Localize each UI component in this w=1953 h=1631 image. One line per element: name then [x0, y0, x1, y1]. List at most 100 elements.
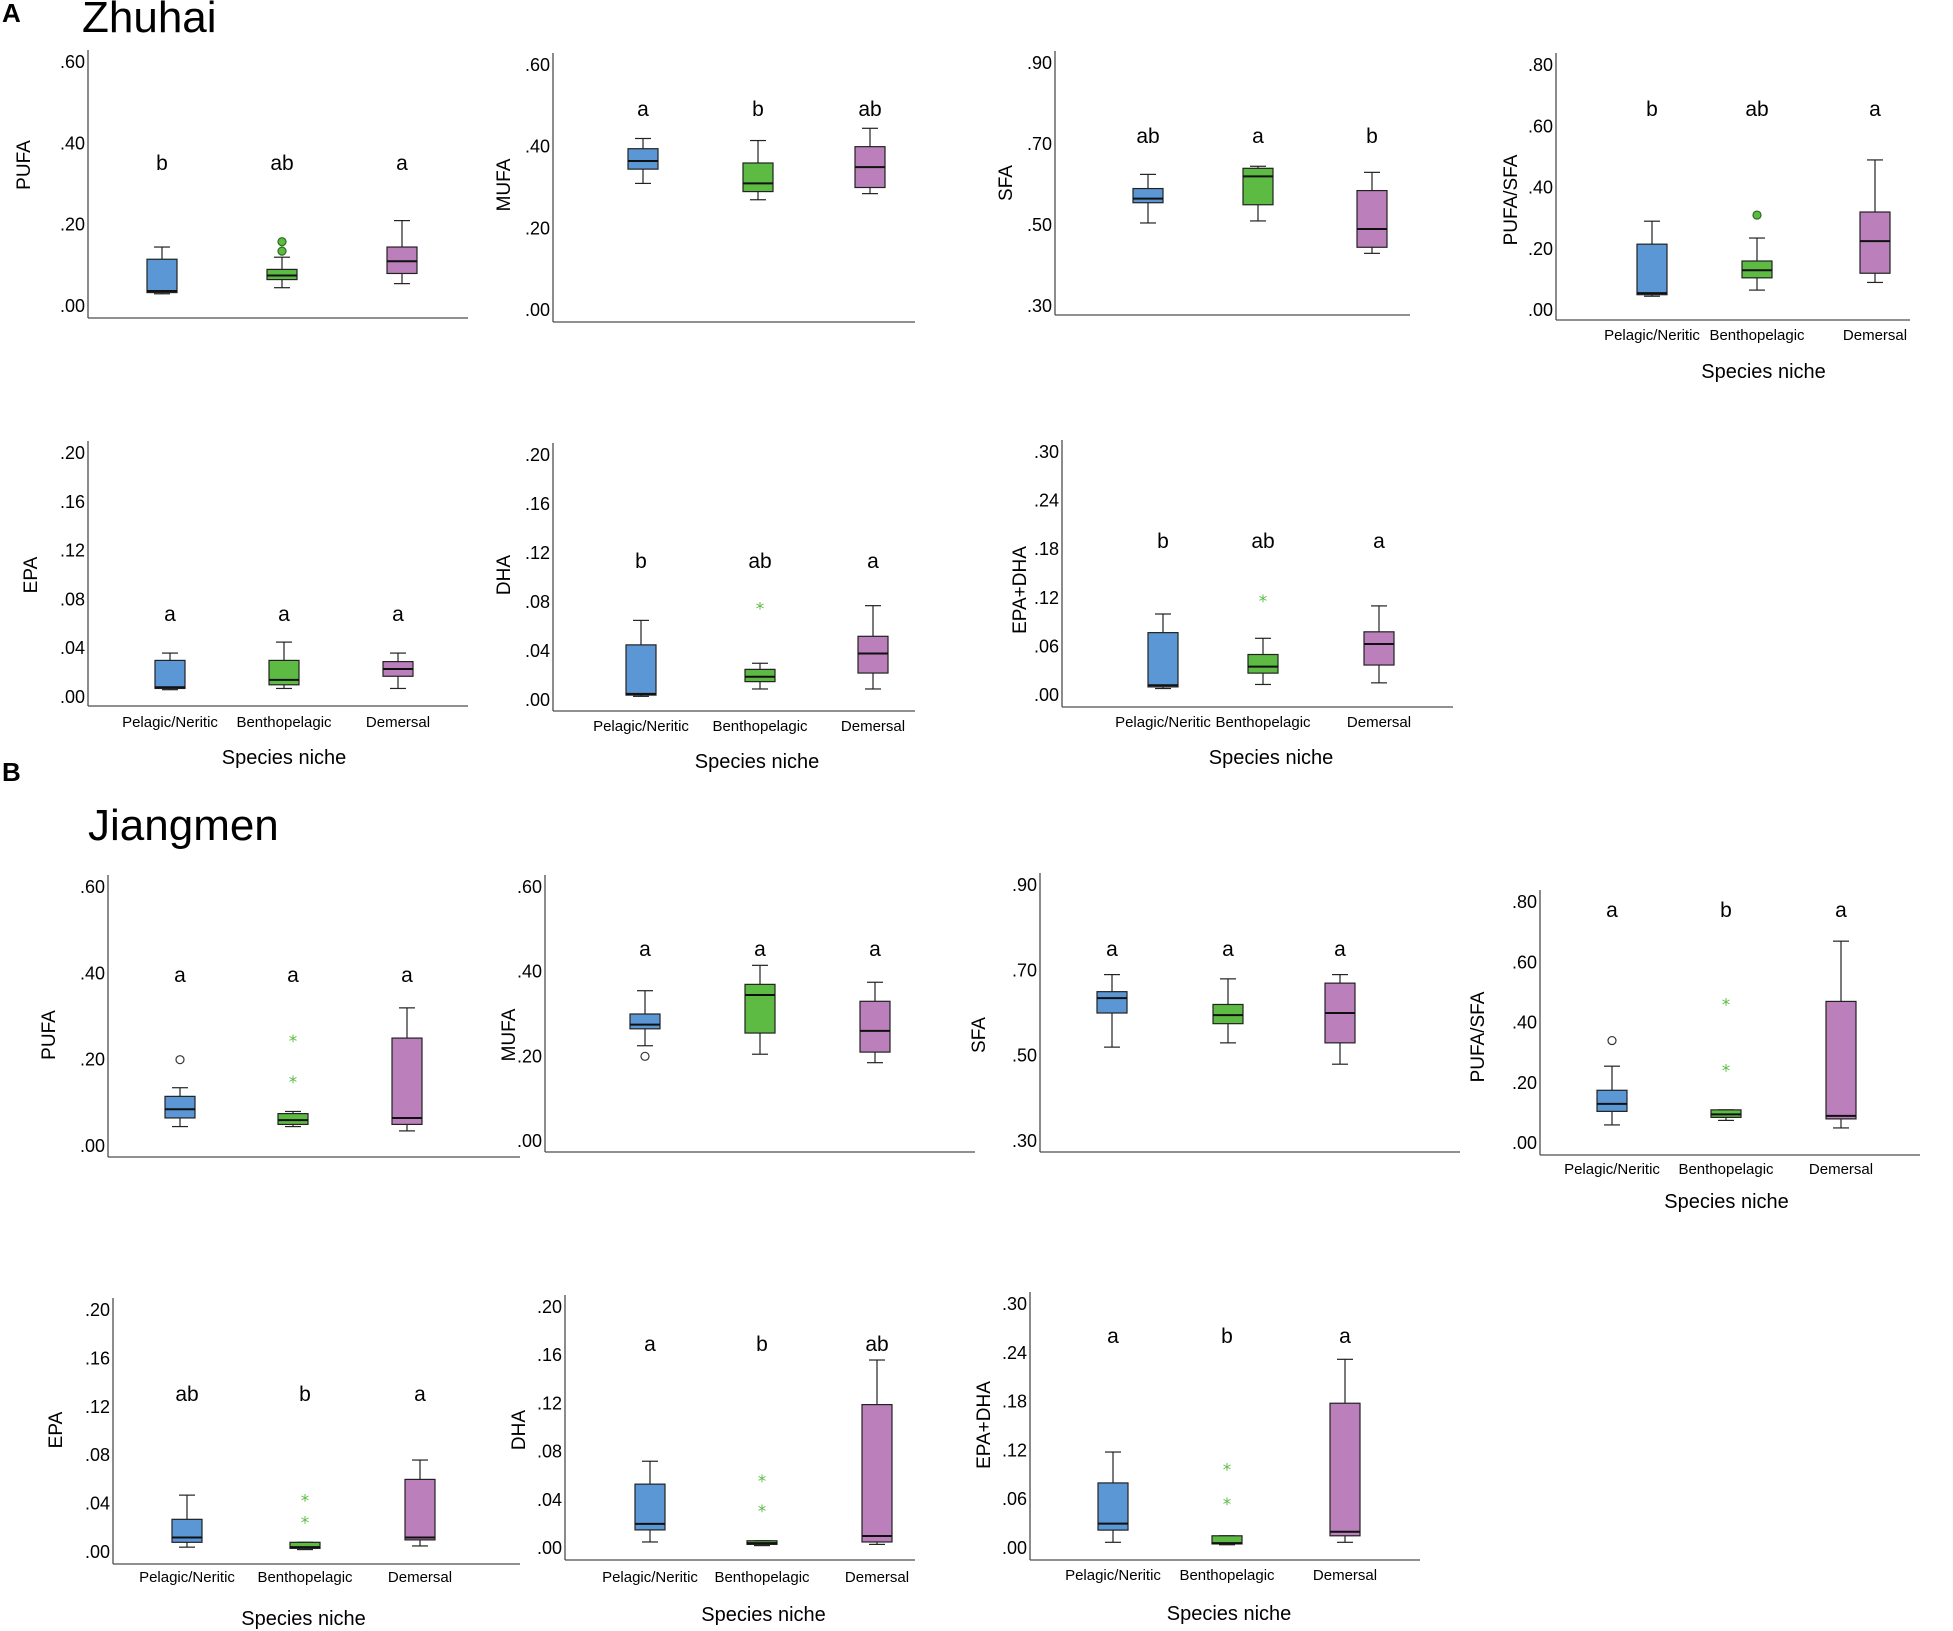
box-iqr — [744, 983, 776, 1034]
y-tick-label: .30 — [1002, 1294, 1027, 1314]
box-benthopelagic: * * b — [1211, 1325, 1243, 1546]
outlier-circle — [640, 1051, 650, 1061]
y-tick-label: .06 — [1002, 1489, 1027, 1509]
outlier-star: * — [289, 1032, 298, 1052]
significance-letter: a — [1334, 938, 1346, 961]
significance-letter: ab — [1251, 530, 1274, 553]
significance-letter: a — [1869, 98, 1881, 121]
site-title-zhuhai: Zhuhai — [82, 0, 217, 42]
y-tick-label: .08 — [525, 592, 550, 612]
y-tick-label: .40 — [80, 963, 105, 983]
significance-letter: b — [1720, 899, 1732, 922]
y-tick-label: .20 — [1512, 1073, 1537, 1093]
box-pelagic-neritic: a — [164, 964, 196, 1128]
significance-letter: b — [299, 1383, 311, 1406]
x-category-label: Pelagic/Neritic — [1564, 1161, 1660, 1178]
significance-letter: b — [1221, 1325, 1233, 1348]
box-iqr — [277, 1113, 309, 1126]
significance-letter: ab — [748, 550, 771, 573]
y-axis-label: EPA+DHA — [1010, 546, 1031, 634]
box-demersal: a — [1859, 98, 1891, 284]
y-tick-label: .12 — [85, 1397, 110, 1417]
y-tick-label: .90 — [1027, 53, 1052, 73]
box-benthopelagic: * * b — [746, 1333, 778, 1547]
outlier-star: * — [1223, 1461, 1232, 1481]
outlier-star: * — [1223, 1495, 1232, 1515]
box-iqr — [391, 1037, 423, 1126]
box-benthopelagic: ab — [1741, 98, 1773, 291]
significance-letter: b — [1646, 98, 1658, 121]
x-category-label: Pelagic/Neritic — [122, 714, 218, 731]
box-pelagic-neritic: ab — [171, 1383, 203, 1548]
significance-letter: b — [752, 98, 764, 121]
box-demersal: a — [391, 964, 423, 1132]
box-demersal: a — [386, 152, 418, 285]
significance-letter: a — [1606, 899, 1618, 922]
box-iqr — [154, 659, 186, 690]
significance-letter: a — [1835, 899, 1847, 922]
significance-letter: b — [1157, 530, 1169, 553]
site-title-jiangmen: Jiangmen — [88, 801, 279, 850]
significance-letter: a — [414, 1383, 426, 1406]
significance-letter: ab — [865, 1333, 888, 1356]
x-axis-label: Species niche — [1664, 1191, 1789, 1213]
box-iqr — [386, 246, 418, 275]
significance-letter: a — [392, 603, 404, 626]
box-iqr — [164, 1095, 196, 1119]
y-tick-label: .00 — [60, 296, 85, 316]
y-tick-label: .50 — [1027, 215, 1052, 235]
y-tick-label: .00 — [80, 1136, 105, 1156]
box-benthopelagic: ab — [266, 152, 298, 289]
box-iqr — [1132, 187, 1164, 204]
x-category-label: Benthopelagic — [714, 1569, 810, 1586]
box-iqr — [1356, 189, 1388, 248]
outlier-star: * — [289, 1073, 298, 1093]
box-pelagic-neritic: ab — [1132, 125, 1164, 224]
box-iqr — [861, 1404, 893, 1543]
y-tick-label: .20 — [517, 1046, 542, 1066]
chart-14-epa-dha: .00 .06 .12 .18 .24 .30 EPA+DHA a Pelagic/Neriti… — [974, 1292, 1420, 1625]
y-axis-label: SFA — [969, 1017, 990, 1053]
box-pelagic-neritic: a — [1596, 899, 1628, 1126]
y-tick-label: .40 — [60, 133, 85, 153]
box-pelagic-neritic: b — [1636, 98, 1668, 297]
y-axis-label: MUFA — [494, 158, 515, 211]
box-iqr — [627, 148, 659, 170]
significance-letter: b — [1366, 125, 1378, 148]
significance-letter: ab — [1136, 125, 1159, 148]
significance-letter: a — [869, 938, 881, 961]
significance-letter: a — [1107, 1325, 1119, 1348]
box-iqr — [266, 268, 298, 281]
x-axis-label: Species niche — [1209, 747, 1334, 769]
y-tick-label: .00 — [537, 1538, 562, 1558]
y-tick-label: .16 — [525, 494, 550, 514]
chart-11-pufa-sfa: .00 .20 .40 .60 .80 PUFA/SFA a Pelagic/Neritic *… — [1468, 890, 1920, 1213]
chart-5-epa: .00 .04 .08 .12 .16 .20 EPA a Pelagic/Neritic a Be… — [21, 441, 468, 769]
box-benthopelagic: a — [1212, 938, 1244, 1044]
significance-letter: a — [639, 938, 651, 961]
box-iqr — [1596, 1089, 1628, 1112]
outlier-circle — [277, 246, 287, 256]
y-tick-label: .12 — [525, 543, 550, 563]
box-benthopelagic: * ab — [744, 550, 776, 690]
chart-7-epa-dha: .00 .06 .12 .18 .24 .30 EPA+DHA b Pelagic/Neriti… — [1010, 440, 1453, 769]
significance-letter: a — [278, 603, 290, 626]
x-category-label: Demersal — [388, 1569, 452, 1586]
significance-letter: a — [644, 1333, 656, 1356]
significance-letter: ab — [858, 98, 881, 121]
y-tick-label: .20 — [537, 1297, 562, 1317]
y-tick-label: .40 — [1512, 1013, 1537, 1033]
box-iqr — [1363, 631, 1395, 666]
y-axis-label: EPA+DHA — [974, 1381, 995, 1469]
box-demersal: a — [1329, 1325, 1361, 1543]
box-iqr — [859, 1000, 891, 1053]
y-tick-label: .00 — [1002, 1538, 1027, 1558]
y-tick-label: .90 — [1012, 875, 1037, 895]
box-benthopelagic: * * a — [277, 964, 309, 1128]
y-axis-label: EPA — [46, 1411, 67, 1448]
y-tick-label: .00 — [1034, 685, 1059, 705]
x-axis-label: Species niche — [222, 747, 347, 769]
outlier-star: * — [1259, 592, 1268, 612]
